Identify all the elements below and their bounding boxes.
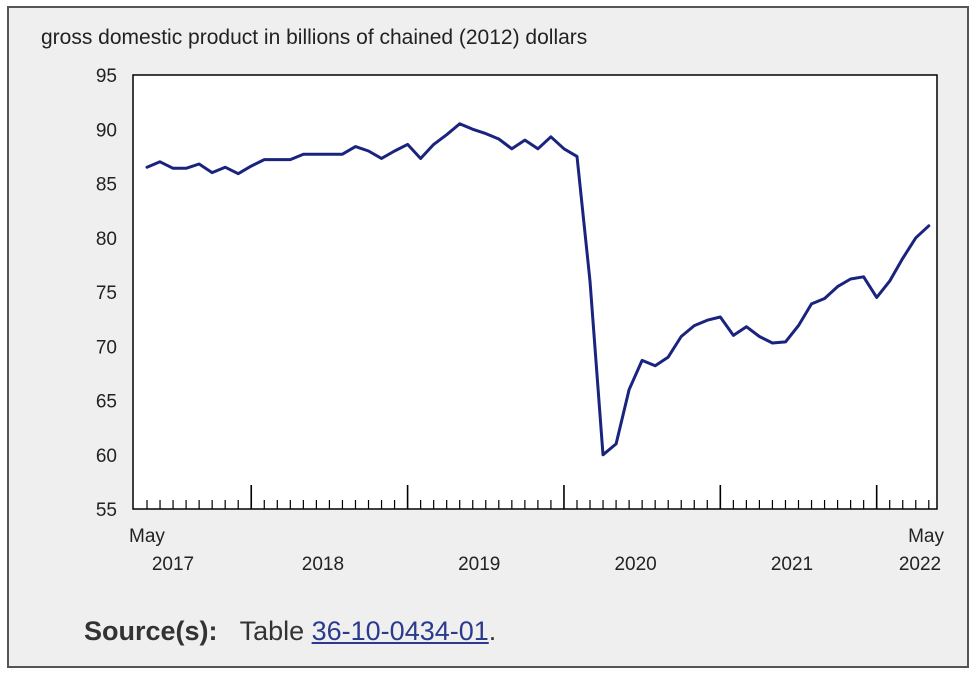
source-table-link[interactable]: 36-10-0434-01: [311, 616, 489, 646]
source-prefix: Table: [239, 616, 305, 646]
y-tick-label: 95: [96, 66, 117, 87]
y-tick-label: 85: [96, 175, 117, 196]
x-end-month-label: May: [908, 526, 944, 547]
x-year-label: 2018: [302, 554, 344, 575]
y-tick-label: 60: [96, 446, 117, 467]
chart-frame: gross domestic product in billions of ch…: [7, 6, 969, 668]
x-year-label: 2019: [458, 554, 500, 575]
x-year-label: 2022: [899, 554, 941, 575]
source-note: Source(s): Table 36-10-0434-01.: [84, 616, 496, 647]
x-start-month-label: May: [129, 526, 165, 547]
y-axis: 55 60 65 70 75 80 85 90 95: [96, 66, 117, 521]
chart-title: gross domestic product in billions of ch…: [41, 26, 587, 49]
x-year-label: 2020: [614, 554, 656, 575]
gdp-line-chart: gross domestic product in billions of ch…: [41, 26, 944, 575]
gdp-series-line: [145, 122, 931, 457]
x-year-label: 2021: [771, 554, 813, 575]
y-tick-label: 80: [96, 229, 117, 250]
y-tick-label: 70: [96, 337, 117, 358]
y-tick-label: 55: [96, 500, 117, 521]
series-layer: [145, 122, 931, 457]
y-tick-label: 65: [96, 392, 117, 413]
y-tick-label: 75: [96, 283, 117, 304]
x-year-label: 2017: [152, 554, 194, 575]
source-label: Source(s):: [84, 616, 218, 646]
x-axis: May May 2017 2018 2019 2020 2021 2022: [129, 485, 944, 575]
plot-area: [132, 74, 938, 510]
source-suffix: .: [488, 616, 497, 646]
y-tick-label: 90: [96, 120, 117, 141]
